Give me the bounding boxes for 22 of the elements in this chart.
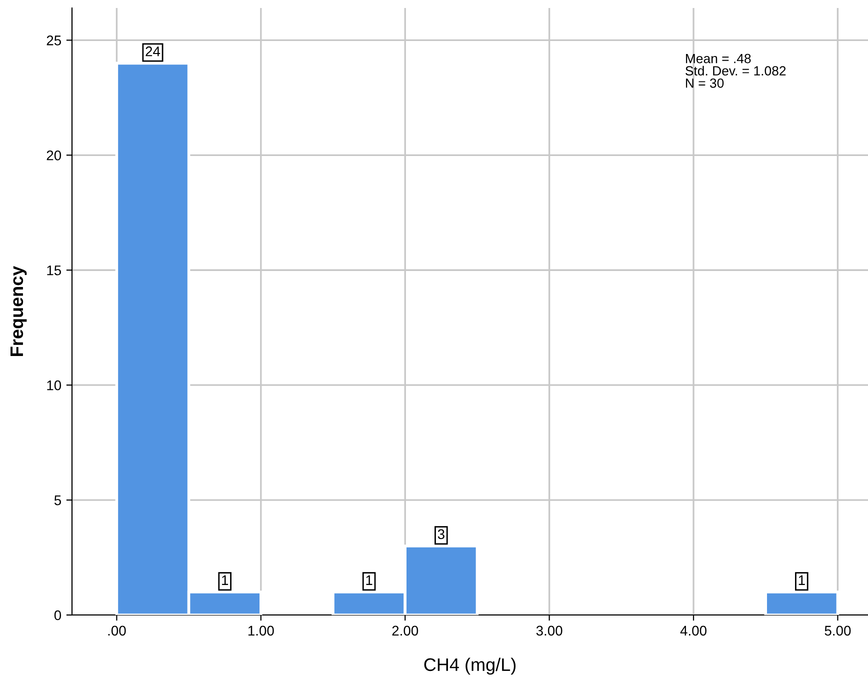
x-tick-label: 3.00 — [536, 626, 562, 636]
y-tick-label: 25 — [46, 36, 62, 46]
x-axis-title: CH4 (mg/L) — [424, 658, 516, 675]
x-tick-label: 2.00 — [392, 626, 418, 636]
data-label: 1 — [798, 575, 805, 585]
data-label: 1 — [222, 575, 228, 585]
y-tick-label: 5 — [54, 496, 61, 506]
x-tick-label: 5.00 — [824, 626, 851, 636]
x-tick-label: 4.00 — [680, 626, 706, 636]
y-axis-title: Frequency — [10, 266, 27, 356]
annotation: Mean = .48 — [686, 54, 751, 64]
y-tick-label: 15 — [47, 266, 62, 276]
annotation: Std. Dev. = 1.082 — [686, 66, 786, 76]
x-tick-label: .00 — [108, 626, 126, 636]
x-tick-label: 1.00 — [248, 626, 274, 636]
y-tick-label: 0 — [54, 610, 62, 620]
y-tick-label: 10 — [47, 380, 62, 390]
annotation: N = 30 — [686, 78, 724, 88]
data-label: 3 — [438, 529, 444, 540]
y-tick-label: 20 — [46, 150, 62, 160]
data-label: 1 — [366, 575, 372, 585]
data-label: 24 — [146, 46, 160, 56]
